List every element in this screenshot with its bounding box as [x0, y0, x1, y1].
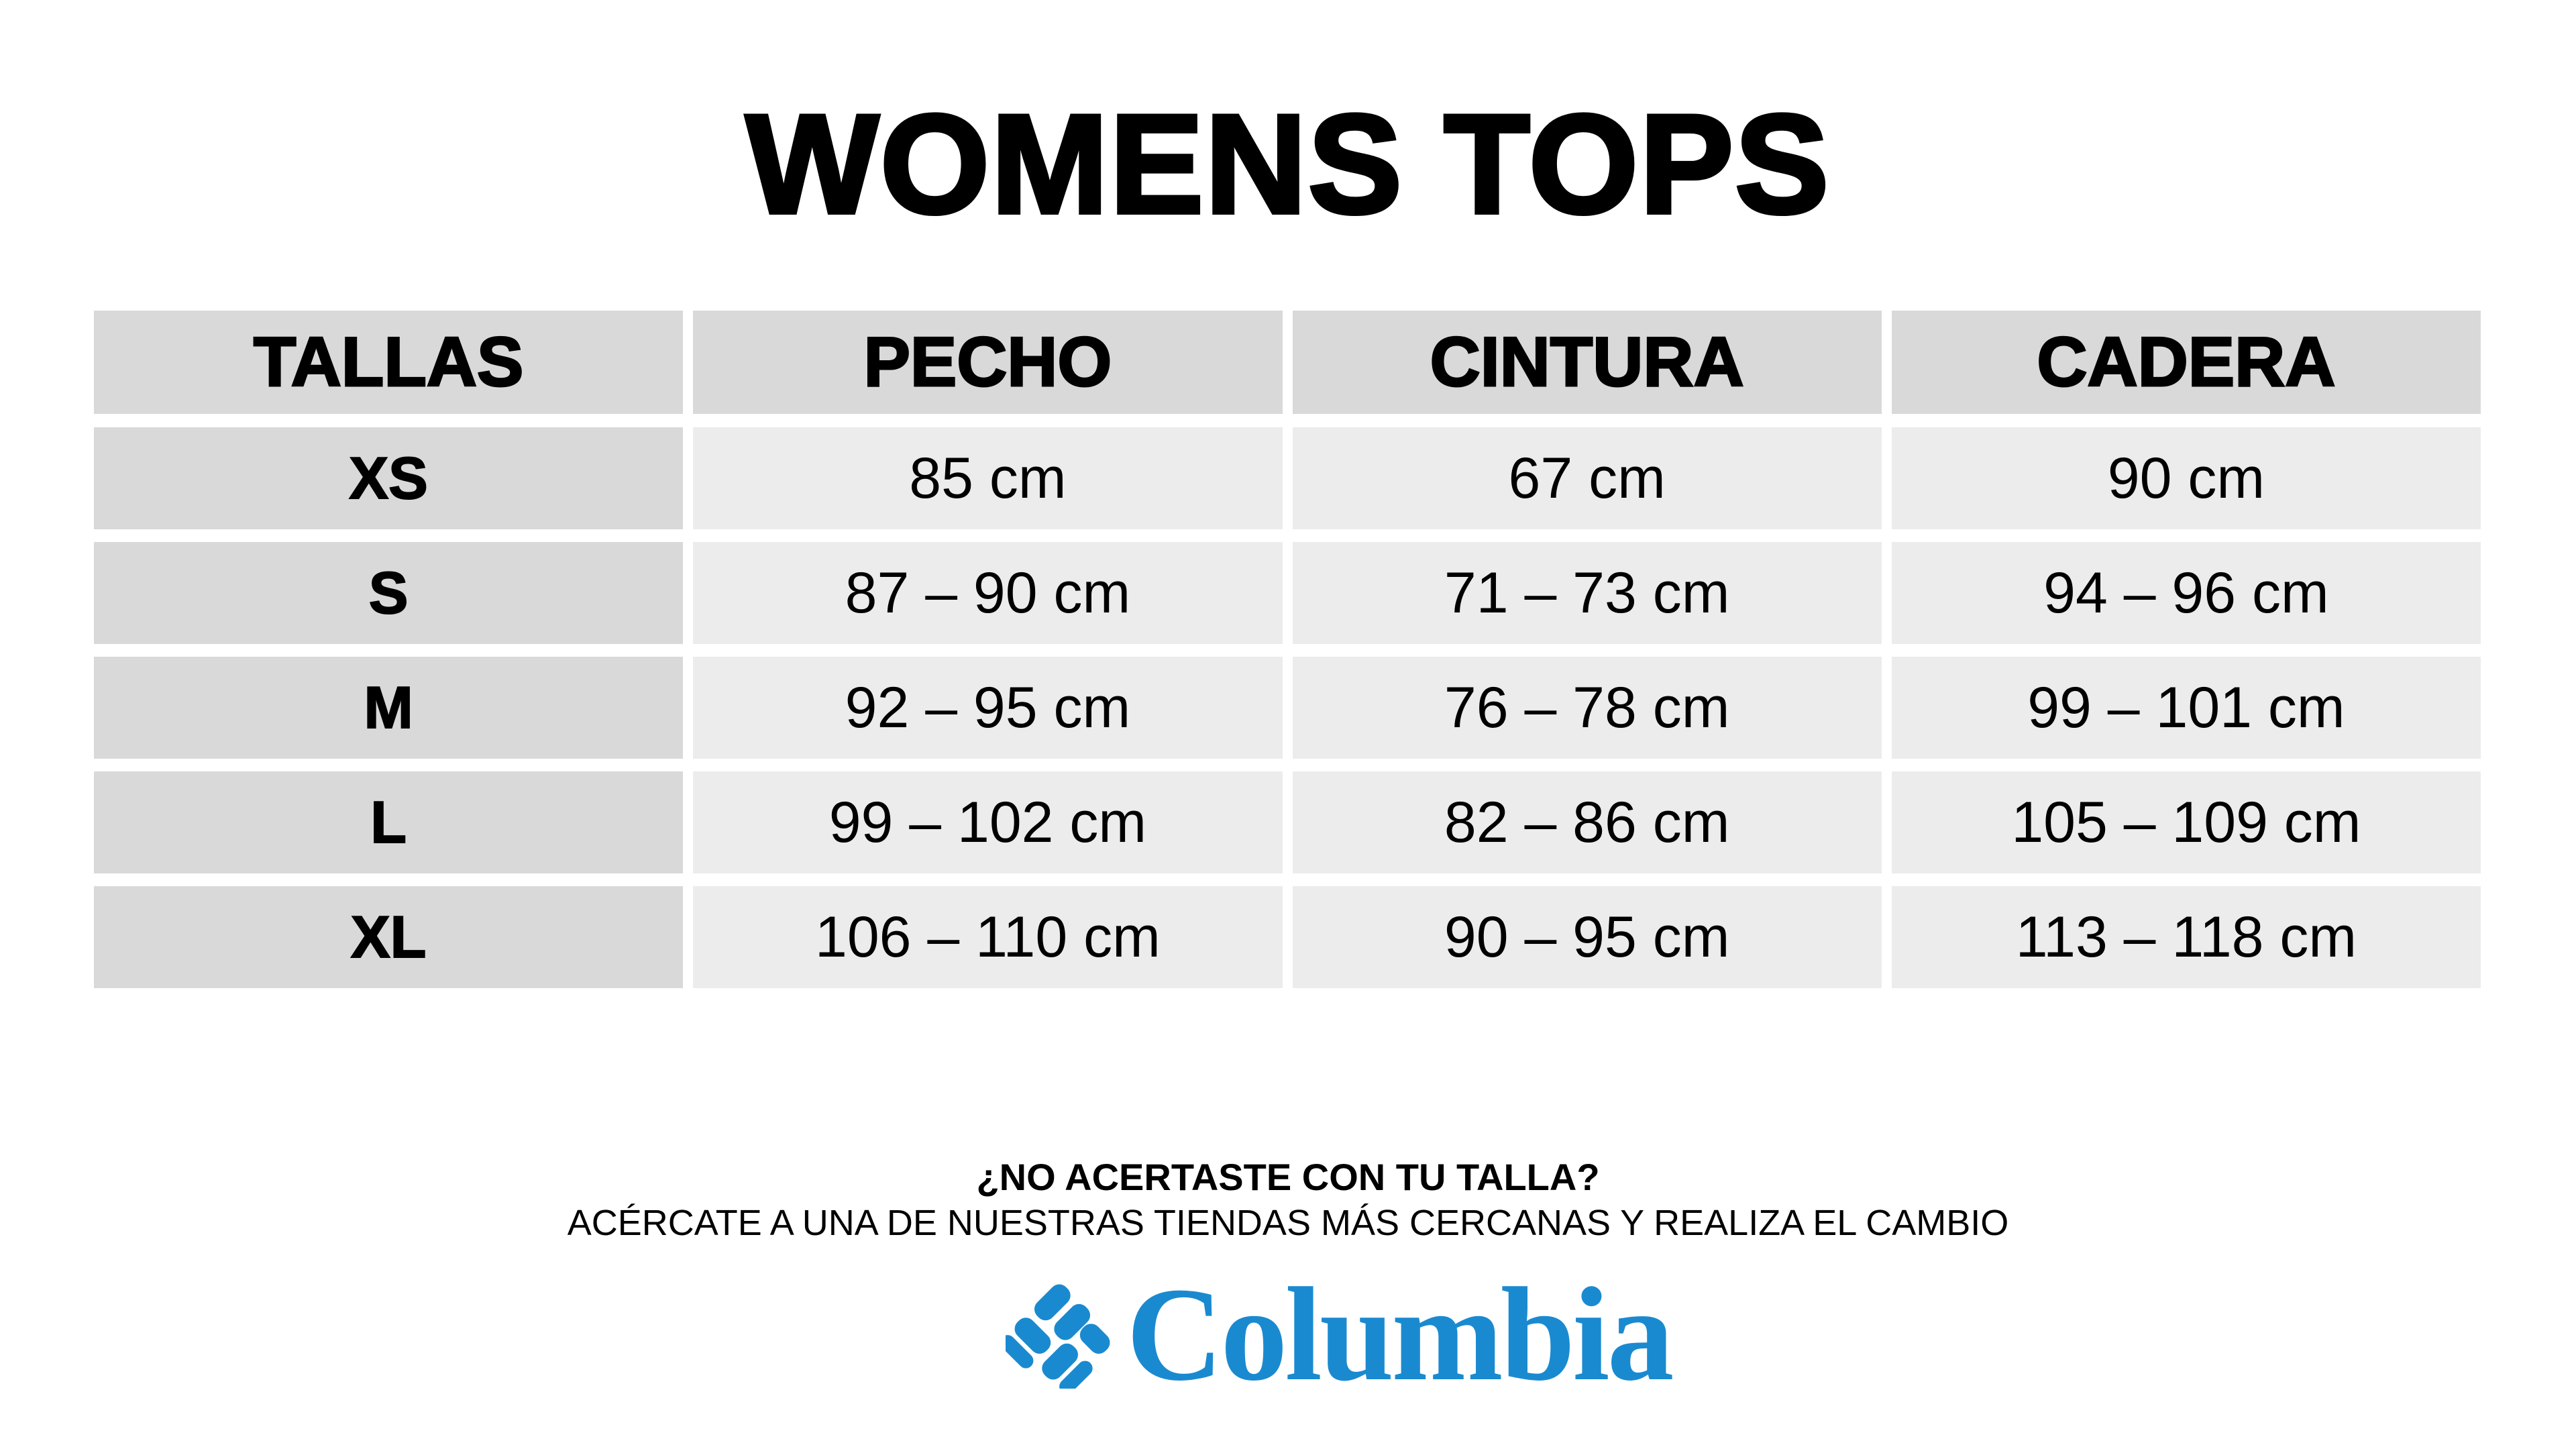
- footer-message: ACÉRCATE A UNA DE NUESTRAS TIENDAS MÁS C…: [567, 1203, 2009, 1243]
- measurement-cell: 76 – 78 cm: [1292, 657, 1882, 759]
- header-cell: TALLAS: [94, 311, 684, 414]
- size-cell: S: [94, 542, 684, 644]
- measurement-cell: 99 – 102 cm: [693, 771, 1283, 873]
- footer-question: ¿NO ACERTASTE CON TU TALLA?: [976, 1156, 1600, 1198]
- measurement-cell: 90 – 95 cm: [1292, 886, 1882, 988]
- measurement-cell: 113 – 118 cm: [1891, 886, 2481, 988]
- measurement-cell: 87 – 90 cm: [693, 542, 1283, 644]
- columbia-logo: Columbia: [1006, 1260, 1674, 1409]
- page-title: WOMENS TOPS: [744, 85, 1831, 243]
- columbia-logo-text: Columbia: [1126, 1260, 1674, 1409]
- measurement-cell: 105 – 109 cm: [1891, 771, 2481, 873]
- measurement-cell: 90 cm: [1891, 427, 2481, 529]
- measurement-cell: 99 – 101 cm: [1891, 657, 2481, 759]
- size-cell: M: [94, 657, 684, 759]
- columbia-diamond-icon: [1006, 1284, 1110, 1389]
- measurement-cell: 71 – 73 cm: [1292, 542, 1882, 644]
- size-cell: XL: [94, 886, 684, 988]
- measurement-cell: 106 – 110 cm: [693, 886, 1283, 988]
- measurement-cell: 82 – 86 cm: [1292, 771, 1882, 873]
- size-table: TALLAS PECHO CINTURA CADERA XS 85 cm 67 cm…: [94, 311, 2481, 1001]
- table-row: S 87 – 90 cm 71 – 73 cm 94 – 96 cm: [94, 542, 2481, 644]
- measurement-cell: 85 cm: [693, 427, 1283, 529]
- measurement-cell: 67 cm: [1292, 427, 1882, 529]
- measurement-cell: 94 – 96 cm: [1891, 542, 2481, 644]
- size-cell: L: [94, 771, 684, 873]
- measurement-cell: 92 – 95 cm: [693, 657, 1283, 759]
- table-row: XL 106 – 110 cm 90 – 95 cm 113 – 118 cm: [94, 886, 2481, 988]
- table-row: L 99 – 102 cm 82 – 86 cm 105 – 109 cm: [94, 771, 2481, 873]
- header-cell: CADERA: [1891, 311, 2481, 414]
- header-cell: CINTURA: [1292, 311, 1882, 414]
- header-cell: PECHO: [693, 311, 1283, 414]
- table-header-row: TALLAS PECHO CINTURA CADERA: [94, 311, 2481, 414]
- table-row: M 92 – 95 cm 76 – 78 cm 99 – 101 cm: [94, 657, 2481, 759]
- size-cell: XS: [94, 427, 684, 529]
- table-row: XS 85 cm 67 cm 90 cm: [94, 427, 2481, 529]
